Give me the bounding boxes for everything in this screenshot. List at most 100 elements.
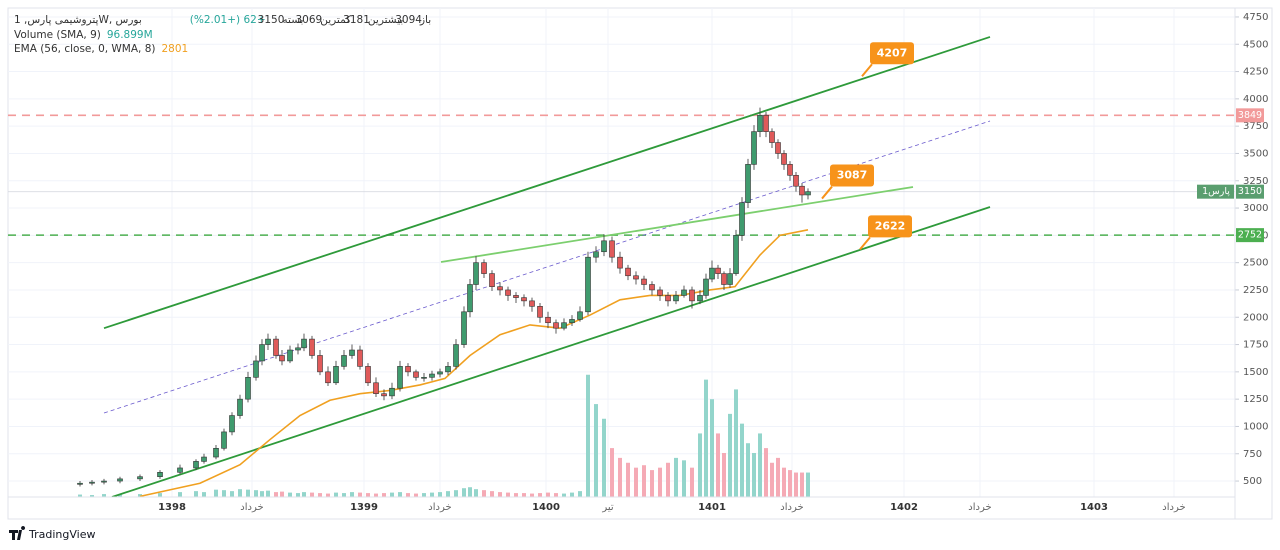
volume-bar	[326, 493, 330, 497]
price-tag-label: 3849	[1238, 110, 1262, 121]
candle-body	[489, 273, 495, 287]
header-quote: پتروشیمی پارس, 1W, بورس باز3094بیشترین318…	[14, 14, 431, 26]
callout-label: 4207	[877, 46, 908, 59]
candle-body	[89, 481, 95, 484]
y-tick-label: 3000	[1243, 203, 1268, 214]
volume-bar	[650, 470, 654, 497]
candle-body	[137, 476, 143, 480]
volume-bar	[610, 448, 614, 497]
price-tag-label: 2752	[1238, 230, 1262, 241]
volume-bar	[254, 490, 258, 497]
candle-body	[601, 240, 607, 253]
candle-body	[709, 267, 715, 280]
candle-body	[649, 284, 655, 291]
quote-label: بیشترین	[368, 14, 403, 26]
candle-body	[775, 142, 781, 154]
candle-body	[317, 355, 323, 373]
quote-value: 3094	[395, 14, 422, 26]
candle-body	[333, 366, 339, 384]
volume-bar	[690, 467, 694, 497]
volume-bar	[266, 490, 270, 497]
volume-bar	[230, 491, 234, 497]
chart-frame	[7, 7, 1273, 520]
candle-body	[787, 164, 793, 176]
candle-body	[237, 398, 243, 416]
x-tick-label: 1400	[532, 502, 560, 513]
candle-body	[421, 377, 427, 379]
volume-bar	[682, 460, 686, 497]
volume-bar	[776, 457, 780, 497]
candle-body	[245, 377, 251, 400]
volume-bar	[102, 494, 106, 497]
volume-bar	[674, 457, 678, 497]
candle-body	[513, 295, 519, 298]
volume-bar	[398, 492, 402, 497]
candle-body	[279, 355, 285, 362]
y-tick-label: 4500	[1243, 39, 1268, 50]
volume-bar	[238, 489, 242, 497]
ema-header: EMA (56, close, 0, WMA, 8) 2801	[14, 43, 188, 55]
x-tick-label: خرداد	[780, 502, 803, 513]
volume-bar	[414, 493, 418, 497]
volume-bar	[594, 404, 598, 497]
callout-box	[830, 164, 874, 187]
candle-body	[521, 297, 527, 302]
volume-bar	[728, 413, 732, 497]
volume-bar	[374, 493, 378, 497]
volume-bar	[194, 491, 198, 497]
candle-body	[473, 262, 479, 285]
candle-body	[545, 316, 551, 324]
volume-bar	[522, 493, 526, 497]
candle-body	[733, 235, 739, 274]
volume-bar	[422, 493, 426, 497]
candle-body	[301, 338, 307, 349]
ema-line	[139, 229, 809, 497]
callout-pointer	[821, 185, 833, 200]
volume-bar	[538, 493, 542, 497]
change: +62 (+2.01%)	[190, 14, 266, 26]
callout-pointer	[859, 236, 871, 250]
callout-box	[868, 215, 912, 238]
volume-bar	[202, 492, 206, 497]
candle-body	[781, 153, 787, 165]
volume-bar	[222, 490, 226, 497]
y-tick-label: 4750	[1243, 12, 1268, 23]
x-tick-label: خرداد	[968, 502, 991, 513]
candle-body	[641, 278, 647, 285]
volume-bar	[800, 472, 804, 497]
volume-bar	[482, 490, 486, 497]
candle-body	[553, 322, 559, 329]
candle-body	[253, 360, 259, 378]
volume-bar	[710, 399, 714, 497]
candle-body	[757, 114, 763, 132]
x-tick-label: 1401	[698, 502, 726, 513]
candle-body	[287, 349, 293, 362]
candle-body	[397, 366, 403, 389]
volume-bar	[794, 472, 798, 497]
callout-label: 2622	[875, 219, 906, 232]
price-tag	[1236, 184, 1264, 199]
candle-body	[657, 289, 663, 296]
candle-body	[609, 240, 615, 258]
volume-bar	[506, 492, 510, 497]
ema-label: EMA (56, close, 0, WMA, 8)	[14, 43, 156, 55]
candle-body	[577, 311, 583, 320]
volume-bar	[698, 433, 702, 497]
candle-body	[681, 289, 687, 296]
volume-bar	[446, 491, 450, 497]
candle-body	[213, 447, 219, 458]
x-tick-label: 1399	[350, 502, 378, 513]
candle-body	[389, 387, 395, 397]
candle-body	[101, 480, 107, 483]
y-tick-label: 3250	[1243, 176, 1268, 187]
quote-label: باز	[419, 14, 431, 26]
volume-bar	[118, 494, 122, 497]
volume-bar	[366, 493, 370, 497]
volume-bar	[342, 493, 346, 497]
x-tick-label: تیر	[601, 502, 614, 513]
y-tick-label: 1000	[1243, 421, 1268, 432]
volume-header: Volume (SMA, 9) 96.899M	[14, 29, 153, 41]
candle-body	[157, 472, 163, 477]
x-tick-label: 1398	[158, 502, 186, 513]
